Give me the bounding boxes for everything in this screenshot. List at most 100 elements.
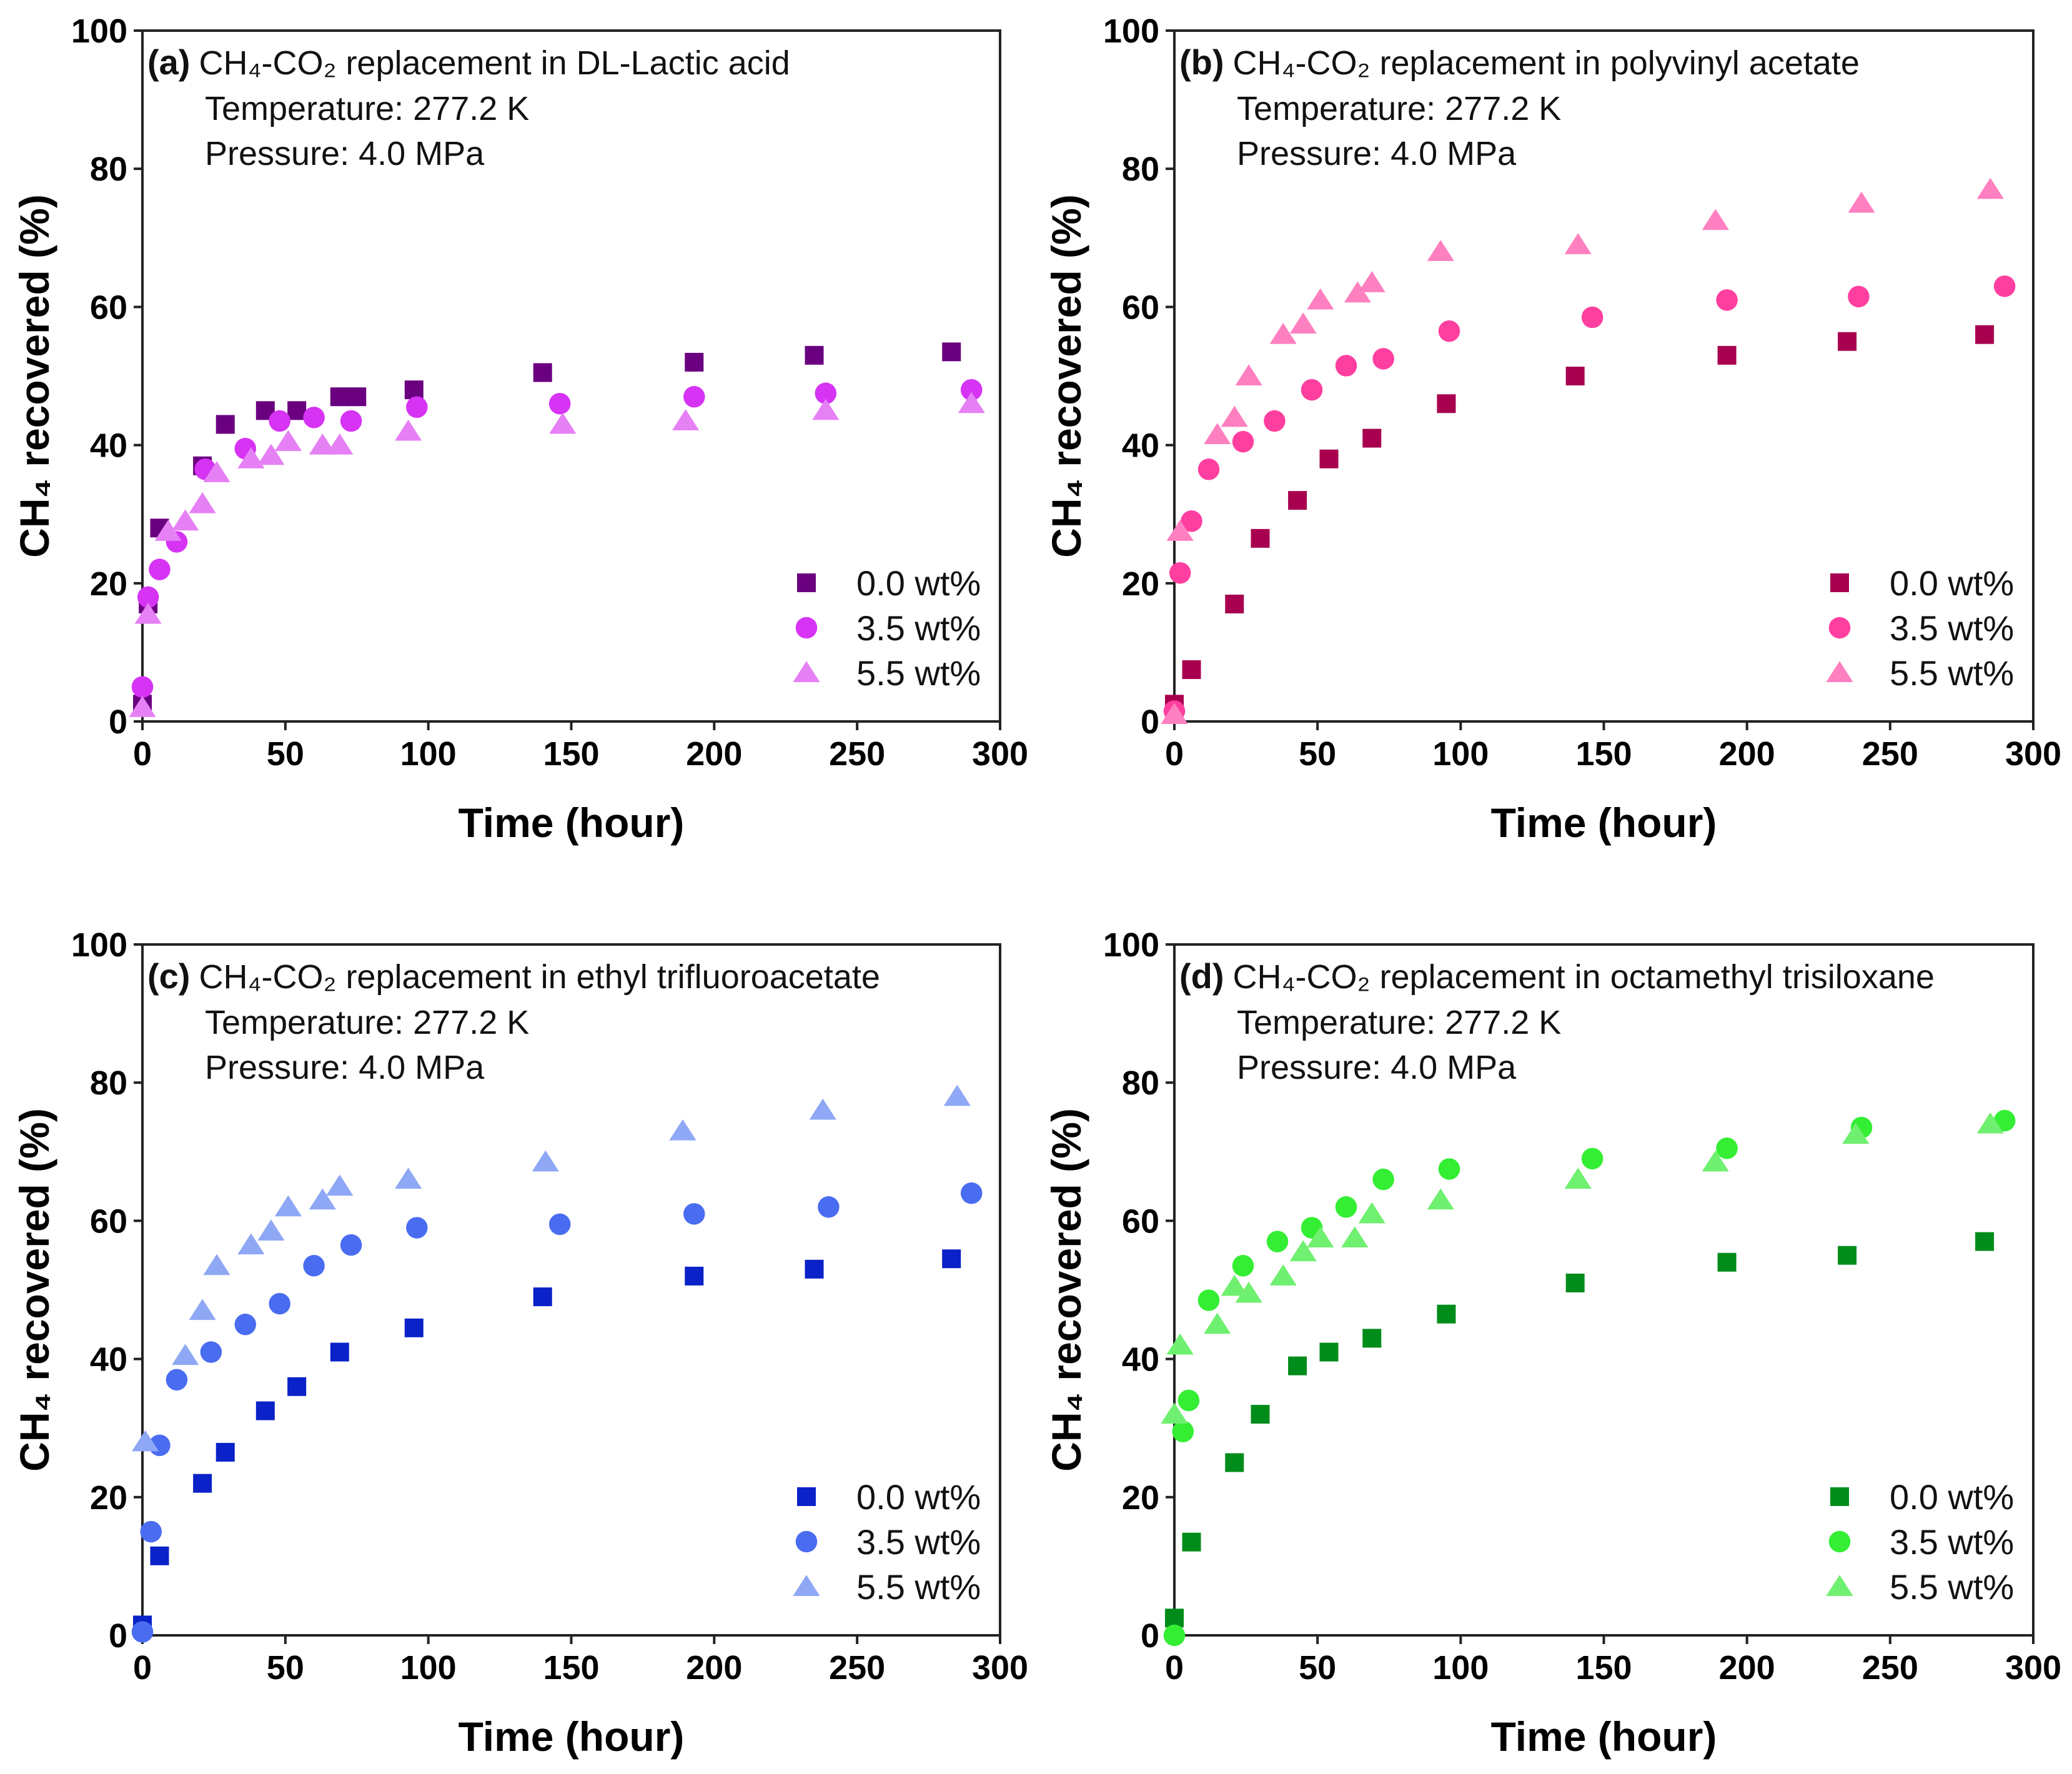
- data-point: [1172, 1420, 1194, 1442]
- data-point: [1166, 520, 1194, 541]
- data-point: [1427, 1188, 1454, 1210]
- legend-marker: [1828, 617, 1851, 639]
- legend-label: 3.5 wt%: [1890, 1522, 2014, 1562]
- data-point: [532, 1150, 559, 1172]
- data-point: [303, 407, 325, 429]
- data-point: [189, 1299, 216, 1321]
- legend-label: 0.0 wt%: [856, 1477, 981, 1517]
- series-square: [133, 1249, 961, 1635]
- series-triangle: [129, 392, 985, 717]
- y-tick-label: 100: [1103, 926, 1159, 964]
- data-point: [1565, 367, 1585, 385]
- data-point: [812, 399, 840, 420]
- annotation-text: Pressure: 4.0 MPa: [1237, 135, 1517, 172]
- x-tick-label: 300: [972, 1649, 1028, 1687]
- x-tick-label: 100: [1432, 1649, 1489, 1687]
- legend-marker: [797, 1487, 816, 1506]
- data-point: [818, 1196, 840, 1218]
- data-point: [326, 1174, 354, 1196]
- x-tick-label: 200: [1719, 735, 1775, 773]
- data-point: [1716, 289, 1738, 311]
- data-point: [1307, 1226, 1334, 1248]
- data-point: [1319, 1342, 1339, 1362]
- data-point: [395, 419, 422, 441]
- panel-title: (c) CH₄-CO₂ replacement in ethyl trifluor…: [147, 956, 880, 996]
- data-point: [287, 1377, 307, 1396]
- panel-label: (a): [147, 42, 190, 82]
- x-tick-label: 300: [2005, 735, 2061, 773]
- y-tick-label: 0: [109, 1617, 127, 1655]
- data-point: [404, 1318, 424, 1337]
- x-axis-title: Time (hour): [1491, 800, 1717, 846]
- data-point: [683, 385, 705, 408]
- y-tick-label: 40: [1122, 1341, 1159, 1379]
- y-tick-label: 20: [90, 1479, 127, 1517]
- data-point: [154, 520, 182, 541]
- data-point: [189, 492, 216, 513]
- data-point: [1975, 325, 1995, 344]
- x-axis-title: Time (hour): [1491, 1713, 1717, 1760]
- data-point: [255, 1401, 275, 1420]
- data-point: [1564, 233, 1592, 254]
- x-tick-label: 300: [2005, 1649, 2061, 1687]
- data-point: [347, 387, 367, 407]
- data-point: [330, 387, 349, 407]
- data-point: [1251, 1405, 1270, 1424]
- data-point: [257, 1219, 285, 1241]
- panel-label: (d): [1179, 956, 1224, 996]
- data-point: [1301, 379, 1323, 401]
- data-point: [1251, 528, 1270, 548]
- annotation-text: Temperature: 277.2 K: [205, 90, 529, 127]
- legend-marker: [793, 661, 820, 682]
- data-point: [1975, 1232, 1995, 1251]
- x-tick-label: 250: [1862, 735, 1918, 773]
- data-point: [129, 696, 156, 717]
- data-point: [1225, 594, 1244, 613]
- x-tick-label: 200: [686, 1649, 742, 1687]
- data-point: [274, 430, 302, 452]
- x-tick-label: 0: [1165, 735, 1184, 773]
- legend-label: 0.0 wt%: [856, 563, 981, 603]
- legend-label: 5.5 wt%: [1890, 653, 2014, 693]
- data-point: [269, 1292, 290, 1315]
- data-point: [533, 1287, 552, 1307]
- data-point: [395, 1167, 422, 1189]
- data-point: [1344, 281, 1371, 303]
- data-point: [203, 1254, 230, 1276]
- data-point: [216, 415, 235, 434]
- annotation-text: Pressure: 4.0 MPa: [1237, 1049, 1517, 1086]
- y-tick-label: 0: [109, 703, 127, 741]
- data-point: [1702, 209, 1729, 230]
- data-point: [672, 409, 700, 430]
- data-point: [1362, 1329, 1382, 1348]
- x-tick-label: 200: [686, 735, 742, 773]
- panel-label: (c): [147, 956, 190, 996]
- x-tick-label: 0: [1165, 1649, 1184, 1687]
- legend-marker: [1826, 1575, 1853, 1596]
- legend-label: 0.0 wt%: [1890, 563, 2014, 603]
- data-point: [1848, 285, 1870, 308]
- panel-title: (b) CH₄-CO₂ replacement in polyvinyl acet…: [1179, 42, 1860, 82]
- data-point: [1565, 1273, 1585, 1292]
- data-point: [1716, 1137, 1738, 1159]
- data-point: [1437, 394, 1456, 414]
- y-tick-label: 100: [71, 12, 127, 50]
- series-circle: [1163, 1109, 2016, 1647]
- legend-label: 3.5 wt%: [856, 1522, 981, 1562]
- data-point: [1225, 1453, 1244, 1472]
- y-tick-label: 100: [1103, 12, 1159, 50]
- data-point: [1266, 1231, 1289, 1252]
- data-point: [131, 1621, 154, 1643]
- y-tick-label: 0: [1141, 703, 1159, 741]
- y-tick-label: 40: [1122, 427, 1159, 465]
- x-tick-label: 50: [267, 735, 304, 773]
- data-point: [269, 410, 290, 432]
- data-point: [685, 352, 704, 372]
- data-point: [548, 1213, 571, 1236]
- y-tick-label: 60: [90, 1202, 127, 1240]
- legend-label: 5.5 wt%: [856, 1567, 981, 1607]
- data-point: [669, 1119, 696, 1141]
- data-point: [1204, 423, 1231, 445]
- legend-marker: [795, 1530, 818, 1553]
- data-point: [683, 1203, 705, 1225]
